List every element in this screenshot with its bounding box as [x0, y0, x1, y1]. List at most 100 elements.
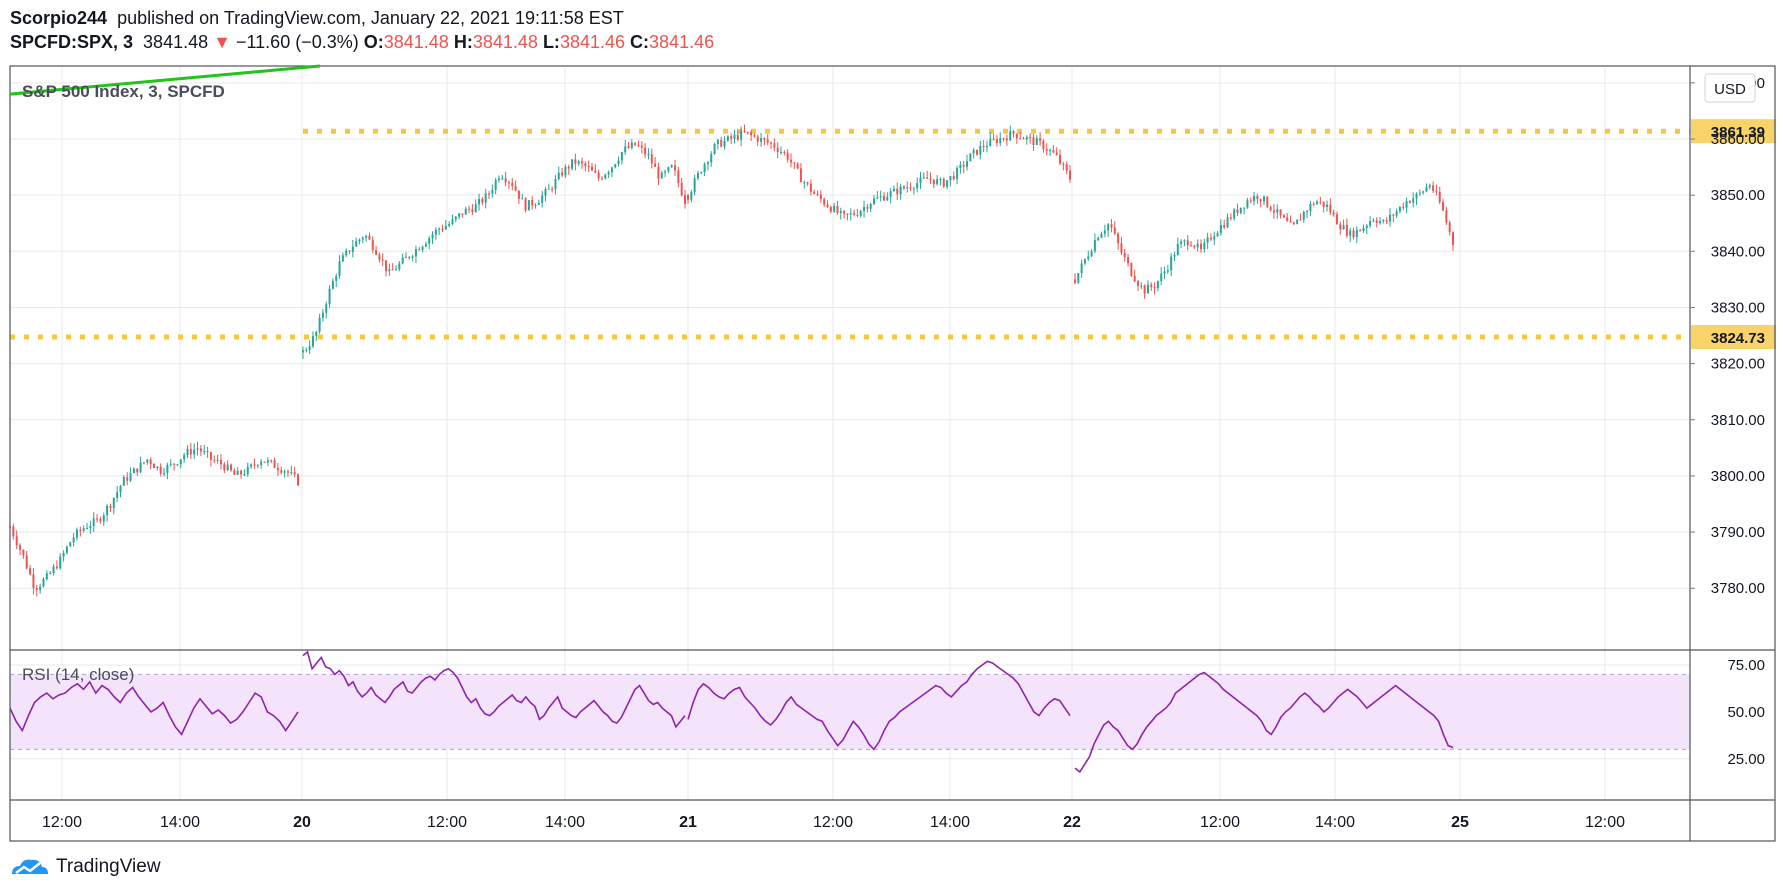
author-name[interactable]: Scorpio244 — [10, 8, 108, 28]
candle-body — [1312, 203, 1315, 205]
candle-body — [112, 497, 115, 508]
candle-body — [594, 170, 597, 173]
candle-body — [481, 198, 484, 203]
candle-body — [106, 505, 109, 516]
candle-body — [1005, 138, 1008, 141]
candle-body — [325, 304, 328, 313]
candle-body — [537, 202, 540, 205]
candle-body — [270, 460, 273, 462]
candle-body — [853, 213, 856, 215]
candle-body — [985, 146, 988, 148]
candle-body — [253, 464, 256, 466]
horizontal-levels[interactable]: 3861.39 3824.73 — [10, 119, 1776, 350]
candle-body — [308, 346, 311, 350]
time-tick-label: 12:00 — [1200, 814, 1240, 831]
candle-body — [355, 241, 358, 247]
candle-body — [710, 153, 713, 163]
time-tick-label: 12:00 — [427, 814, 467, 831]
candle-body — [607, 172, 610, 175]
outer-frame — [9, 65, 1776, 842]
candle-body — [869, 203, 872, 209]
rsi-tick-label: 25.00 — [1727, 751, 1765, 768]
candle-body — [743, 130, 746, 132]
candle-body — [504, 178, 507, 183]
candle-body — [89, 526, 92, 528]
rsi-segment — [687, 660, 1071, 751]
symbol-label[interactable]: SPCFD:SPX, 3 — [10, 32, 134, 52]
candle-body — [159, 466, 162, 474]
candle-body — [1276, 209, 1279, 213]
candle-body — [939, 178, 942, 180]
candle-body — [388, 269, 391, 271]
candle-body — [411, 256, 414, 258]
candle-body — [246, 466, 249, 475]
candle-body — [1405, 201, 1408, 208]
candle-body — [750, 132, 753, 136]
candle-body — [620, 152, 623, 161]
candle-body — [1133, 275, 1136, 282]
candle-body — [385, 260, 388, 271]
currency-badge[interactable]: USD — [1704, 73, 1756, 103]
candle-body — [99, 518, 102, 522]
candle-body — [196, 448, 199, 450]
price-axis[interactable]: 3780.00 3790.00 3800.00 3810.00 3820.00 3830.… — [1690, 75, 1765, 768]
candle-body — [1190, 245, 1193, 247]
footer-brand[interactable]: TradingView — [56, 856, 161, 877]
candle-body — [408, 256, 411, 258]
candle-body — [863, 206, 866, 212]
candle-body — [328, 288, 331, 305]
candle-body — [1438, 191, 1441, 203]
trendline[interactable] — [9, 64, 321, 96]
candle-body — [1263, 196, 1265, 202]
candle-body — [541, 195, 544, 203]
candle-body — [547, 188, 550, 190]
candle-body — [1219, 225, 1222, 233]
candle-body — [999, 138, 1002, 144]
candle-body — [358, 239, 361, 242]
open-label: O: — [363, 32, 384, 52]
price-tick-label: 3850.00 — [1711, 187, 1765, 204]
candle-body — [1206, 237, 1209, 243]
candle-body — [42, 579, 45, 587]
candle-body — [1266, 196, 1269, 207]
candle-body — [922, 177, 925, 179]
high-value: 3841.48 — [472, 32, 538, 52]
candle-body — [1107, 224, 1110, 231]
candle-body — [1130, 263, 1133, 276]
candle-body — [126, 476, 129, 481]
candle-body — [129, 473, 132, 481]
candle-body — [468, 208, 471, 210]
candle-body — [982, 145, 985, 148]
candle-body — [1408, 201, 1411, 203]
candle-body — [206, 451, 209, 453]
candle-body — [223, 464, 226, 471]
candle-body — [786, 152, 789, 160]
candle-body — [219, 460, 222, 465]
candle-body — [610, 167, 613, 173]
candle-body — [1035, 138, 1038, 145]
candle-body — [780, 151, 783, 153]
candle-body — [574, 159, 577, 164]
candle-body — [318, 317, 321, 332]
published-text: published on TradingView.com, January 22… — [117, 8, 624, 28]
candle-body — [1069, 170, 1071, 180]
candle-body — [1362, 227, 1365, 232]
candle-body — [892, 188, 895, 192]
candle-body — [1229, 217, 1232, 219]
candles — [9, 124, 1454, 597]
time-axis[interactable]: 12:00 14:00 20 12:00 14:00 21 12:00 14:00 22 12:0… — [42, 814, 1625, 831]
candle-body — [345, 250, 348, 256]
candle-body — [1170, 256, 1173, 271]
candle-body — [693, 178, 696, 192]
candle-body — [1093, 240, 1096, 252]
candle-body — [789, 159, 792, 163]
candle-body — [723, 140, 726, 147]
candle-body — [713, 143, 716, 154]
candle-body — [989, 138, 992, 147]
candle-body — [959, 164, 962, 169]
candle-body — [216, 460, 219, 462]
candle-body — [398, 263, 401, 270]
price-change: −11.60 (−0.3%) — [235, 32, 359, 52]
candle-body — [458, 213, 461, 217]
